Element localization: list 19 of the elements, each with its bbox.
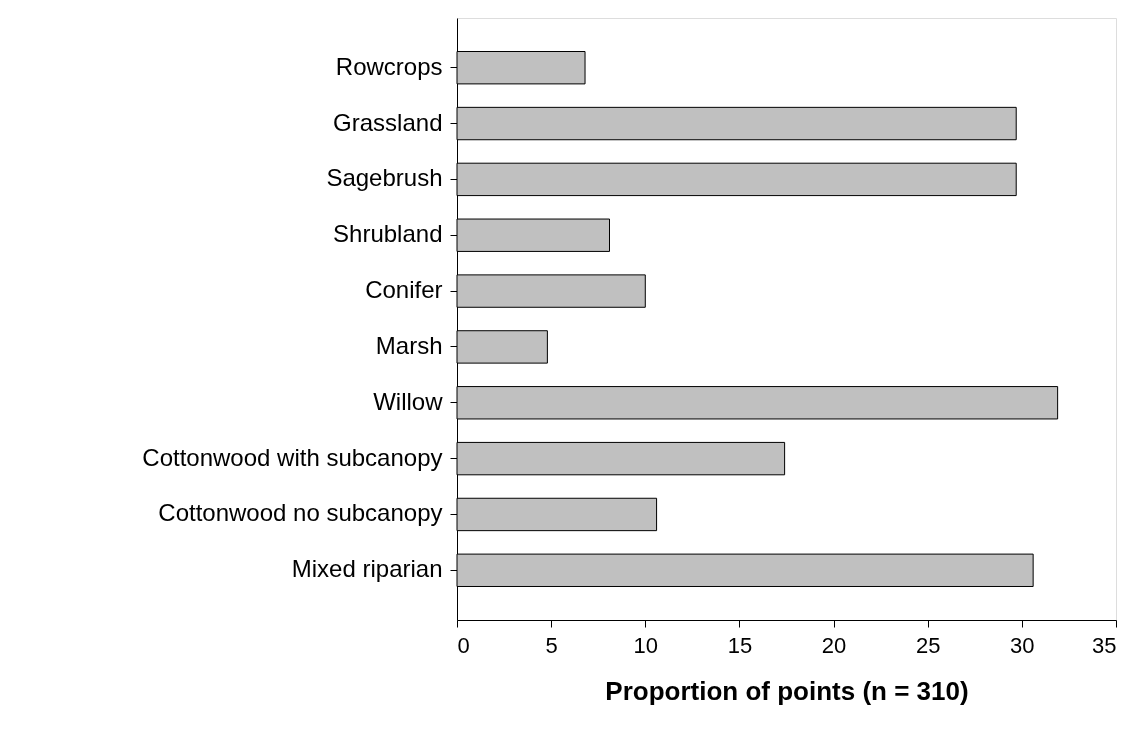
x-axis-title: Proportion of points (n = 310) bbox=[605, 675, 969, 706]
x-tick-label: 30 bbox=[1010, 632, 1035, 658]
x-tick-label: 15 bbox=[727, 632, 753, 658]
y-tick-label: Cottonwood with subcanopy bbox=[142, 443, 443, 471]
y-tick-label: Grassland bbox=[333, 108, 443, 136]
x-tick-label: 5 bbox=[545, 632, 558, 658]
y-tick-label: Conifer bbox=[365, 276, 443, 304]
y-tick-label: Mixed riparian bbox=[291, 555, 443, 583]
x-tick-label: 20 bbox=[821, 632, 847, 658]
y-tick-label: Marsh bbox=[375, 331, 443, 359]
y-tick-label: Cottonwood no subcanopy bbox=[158, 499, 443, 527]
y-tick-label: Rowcrops bbox=[335, 52, 443, 80]
y-tick-label: Willow bbox=[373, 387, 444, 415]
x-tick-label: 10 bbox=[633, 632, 659, 658]
y-tick-label: Sagebrush bbox=[326, 164, 443, 192]
x-tick-label: 25 bbox=[915, 632, 941, 658]
y-tick-label: Shrubland bbox=[333, 220, 443, 248]
x-tick-label: 35 bbox=[1092, 632, 1117, 658]
x-tick-label: 0 bbox=[457, 632, 470, 658]
